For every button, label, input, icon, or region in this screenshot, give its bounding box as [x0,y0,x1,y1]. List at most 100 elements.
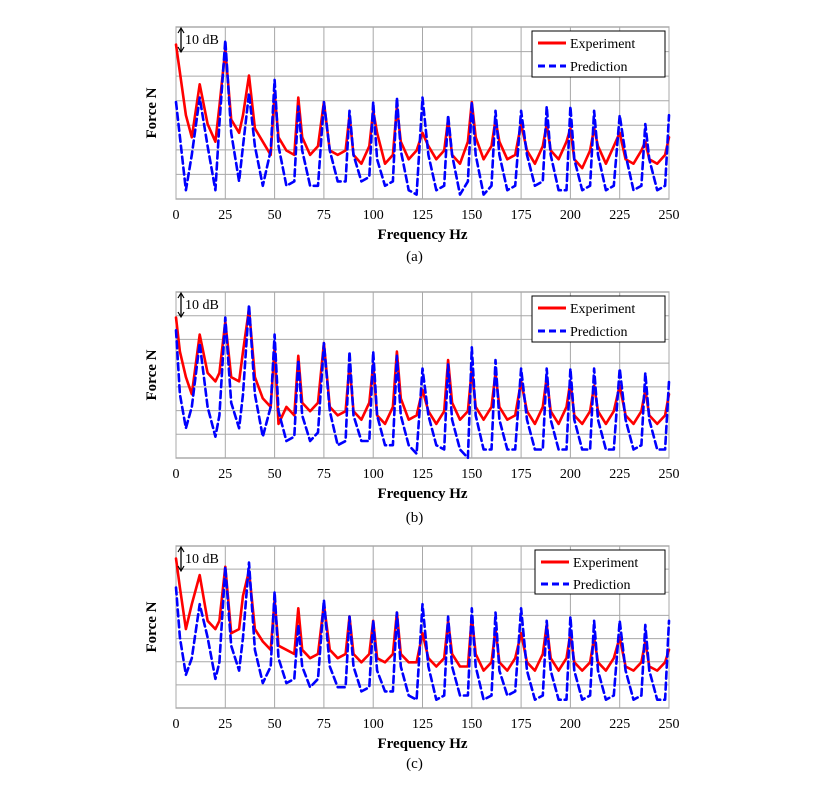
legend-label: Experiment [570,37,635,52]
data-point-prediction [444,449,445,450]
data-point-experiment [641,150,642,151]
x-tick-label: 0 [173,208,180,223]
data-point-prediction [254,394,255,395]
data-point-prediction [329,150,330,151]
data-point-prediction [323,599,324,600]
data-point-experiment [613,411,614,412]
data-point-experiment [448,360,449,361]
data-point-experiment [317,402,318,403]
data-point-prediction [459,695,460,696]
data-point-prediction [495,360,496,361]
x-tick-label: 50 [268,467,282,482]
data-point-experiment [408,662,409,663]
data-point-experiment [207,123,208,124]
data-point-experiment [392,653,393,654]
data-point-prediction [594,368,595,369]
data-point-experiment [534,423,535,424]
data-point-experiment [483,670,484,671]
data-point-prediction [521,368,522,369]
data-point-prediction [641,445,642,446]
data-point-prediction [254,146,255,147]
data-point-experiment [185,115,186,116]
x-tick-label: 175 [511,717,532,732]
data-point-experiment [361,163,362,164]
data-point-prediction [219,123,220,124]
data-point-prediction [207,406,208,407]
data-point-prediction [633,449,634,450]
data-point-prediction [657,190,658,191]
data-point-experiment [392,406,393,407]
data-point-prediction [475,154,476,155]
data-point-prediction [278,146,279,147]
data-point-experiment [262,641,263,642]
data-point-prediction [310,687,311,688]
data-point-prediction [558,449,559,450]
data-point-prediction [400,150,401,151]
x-tick-label: 175 [511,208,532,223]
data-point-prediction [337,687,338,688]
data-point-prediction [317,185,318,186]
data-point-prediction [436,699,437,700]
y-axis-label: Force N [144,87,160,138]
x-tick-label: 225 [609,717,630,732]
data-point-prediction [526,670,527,671]
data-point-experiment [262,398,263,399]
data-point-experiment [361,419,362,420]
data-point-experiment [298,97,299,98]
x-axis-label: Frequency Hz [377,736,467,752]
data-point-experiment [242,115,243,116]
data-point-prediction [613,185,614,186]
data-point-prediction [270,150,271,151]
x-tick-label: 75 [317,467,331,482]
y-axis-label: Force N [144,601,160,652]
data-point-prediction [408,445,409,446]
data-point-prediction [619,620,620,621]
data-point-experiment [262,141,263,142]
data-point-experiment [294,653,295,654]
x-tick-label: 250 [659,208,680,223]
data-point-prediction [483,449,484,450]
data-point-prediction [467,181,468,182]
data-point-experiment [175,317,176,318]
data-point-prediction [459,194,460,195]
data-point-prediction [582,699,583,700]
data-point-experiment [310,154,311,155]
data-point-prediction [286,440,287,441]
series-line-experiment [174,557,671,672]
data-point-prediction [550,154,551,155]
data-point-prediction [605,449,606,450]
data-point-experiment [286,406,287,407]
data-point-experiment [491,146,492,147]
data-point-experiment [384,163,385,164]
data-point-prediction [215,678,216,679]
data-point-experiment [436,423,437,424]
data-point-experiment [558,670,559,671]
data-point-prediction [625,670,626,671]
data-point-prediction [225,566,226,567]
data-point-experiment [231,633,232,634]
data-point-prediction [422,604,423,605]
scale-arrow-up-icon [177,291,185,299]
data-point-prediction [566,699,567,700]
data-point-prediction [345,181,346,182]
x-tick-label: 50 [268,717,282,732]
data-point-experiment [558,159,559,160]
scale-arrow-down-icon [177,46,185,54]
data-point-prediction [542,695,543,696]
data-point-prediction [471,347,472,348]
data-point-prediction [302,150,303,151]
legend-box [534,549,666,595]
data-point-experiment [566,658,567,659]
data-point-experiment [416,415,417,416]
data-point-experiment [566,141,567,142]
data-point-prediction [310,185,311,186]
data-point-prediction [570,106,571,107]
data-point-experiment [613,146,614,147]
data-point-experiment [317,146,318,147]
data-point-prediction [191,658,192,659]
data-point-experiment [239,381,240,382]
data-point-prediction [408,695,409,696]
data-point-experiment [337,415,338,416]
data-point-experiment [179,351,180,352]
data-point-experiment [665,154,666,155]
